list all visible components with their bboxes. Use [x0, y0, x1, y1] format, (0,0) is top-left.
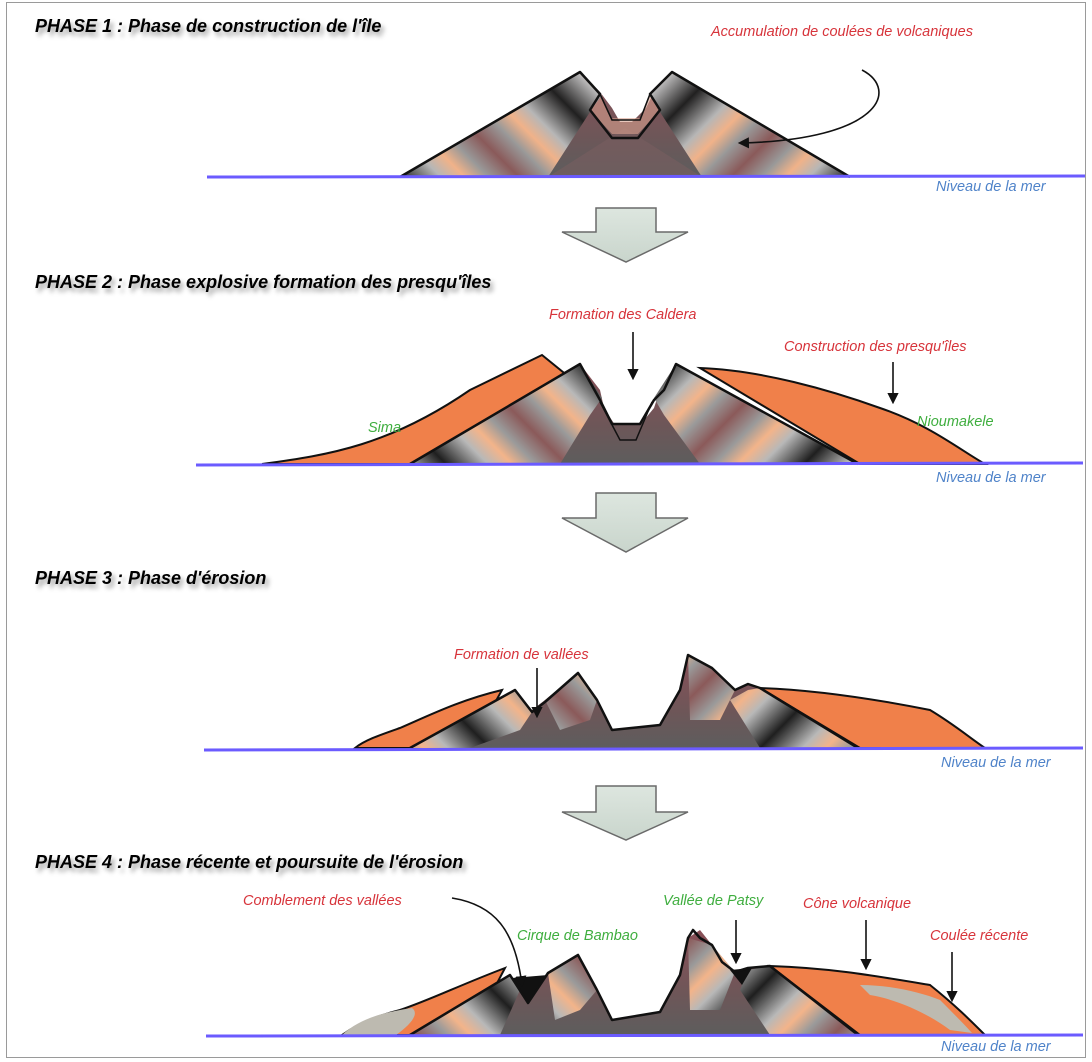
vallees-label: Formation de vallées	[454, 647, 589, 663]
transition-arrow-2	[561, 492, 689, 553]
caldera-label: Formation des Caldera	[549, 307, 697, 323]
patsy-label: Vallée de Patsy	[663, 893, 764, 909]
phase-4-title: PHASE 4 : Phase récente et poursuite de …	[35, 852, 464, 872]
phase-2-cross-section	[195, 332, 1084, 467]
comblement-arrow	[451, 897, 527, 988]
accumulation-label: Accumulation de coulées de volcaniques	[711, 24, 973, 40]
phase-4-cross-section	[205, 897, 1084, 1038]
bambao-label: Cirque de Bambao	[517, 928, 638, 944]
sea-level-label-2: Niveau de la mer	[936, 470, 1046, 486]
transition-arrow-3	[561, 785, 689, 841]
sea-level-label-1: Niveau de la mer	[936, 179, 1046, 195]
comblement-label: Comblement des vallées	[243, 893, 402, 909]
sea-level-label-4: Niveau de la mer	[941, 1039, 1051, 1055]
accumulation-arrow	[737, 69, 880, 149]
nioumakele-label: Nioumakele	[917, 414, 994, 430]
cone-label: Cône volcanique	[803, 896, 912, 912]
phase-3-title: PHASE 3 : Phase d'érosion	[35, 568, 267, 588]
sea-line-3	[203, 746, 1084, 752]
sea-line-2	[195, 461, 1084, 467]
transition-arrow-1	[561, 207, 689, 263]
phase-2-title: PHASE 2 : Phase explosive formation des …	[35, 272, 492, 292]
phase-1-title: PHASE 1 : Phase de construction de l'île	[35, 16, 382, 36]
sima-label: Sima	[368, 420, 402, 436]
presquiles-label: Construction des presqu'îles	[784, 339, 967, 355]
phase-3-cross-section	[203, 653, 1084, 752]
phase-1-cross-section	[206, 69, 1086, 179]
sea-line-1	[206, 174, 1086, 179]
sea-line-4	[205, 1033, 1084, 1038]
sea-level-label-3: Niveau de la mer	[941, 755, 1051, 771]
coulee-label: Coulée récente	[930, 928, 1029, 944]
